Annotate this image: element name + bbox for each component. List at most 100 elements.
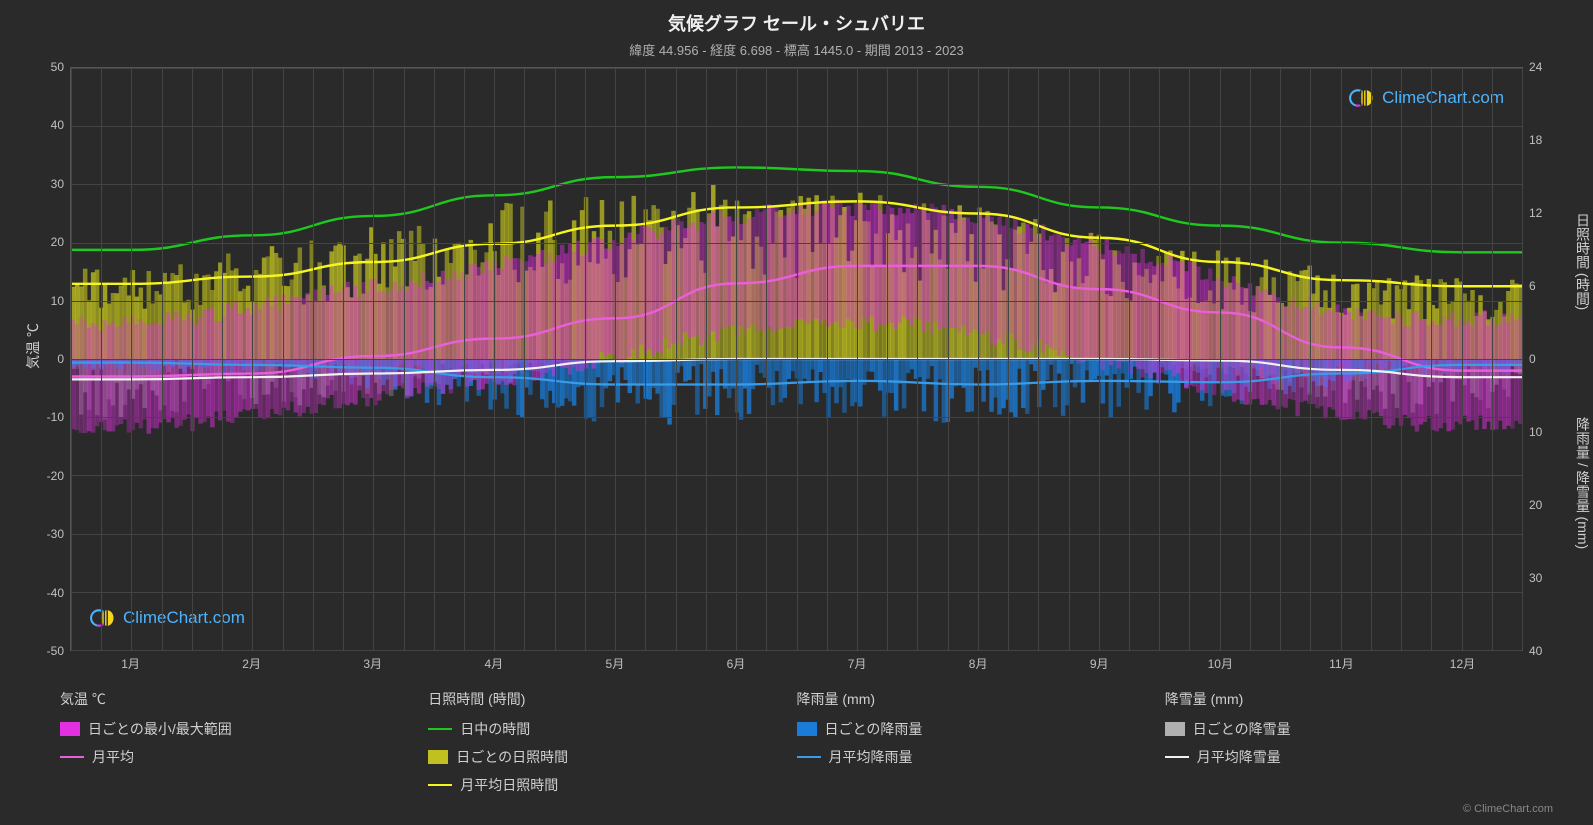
chart-subtitle: 緯度 44.956 - 経度 6.698 - 標高 1445.0 - 期間 20…	[20, 40, 1573, 59]
grid-line-v	[1008, 68, 1009, 650]
x-tick: 12月	[1450, 655, 1475, 672]
y-left-tick: 20	[51, 235, 64, 249]
grid-line-v	[917, 68, 918, 650]
x-tick: 11月	[1329, 655, 1353, 672]
legend-item: 日ごとの降雪量	[1165, 719, 1533, 739]
logo-icon	[1348, 84, 1376, 112]
x-axis: 1月2月3月4月5月6月7月8月9月10月11月12月	[70, 651, 1523, 675]
y-right-bottom-tick: 10	[1529, 425, 1542, 439]
legend-item: 月平均日照時間	[428, 775, 796, 795]
grid-line-v	[434, 68, 435, 650]
legend-item-label: 日中の時間	[460, 719, 530, 739]
y-right-top-tick: 6	[1529, 279, 1536, 293]
chart-region: 気温 ℃ -50-40-30-20-1001020304050 ClimeCha…	[20, 67, 1573, 651]
grid-line-v	[615, 68, 616, 650]
legend: 気温 ℃日ごとの最小/最大範囲月平均日照時間 (時間)日中の時間日ごとの日照時間…	[20, 689, 1573, 803]
x-tick: 4月	[484, 655, 503, 672]
grid-line-v	[131, 68, 132, 650]
y-axis-left: 気温 ℃ -50-40-30-20-1001020304050	[20, 67, 70, 651]
y-left-tick: -50	[47, 644, 64, 658]
grid-line-v	[283, 68, 284, 650]
legend-item-label: 日ごとの最小/最大範囲	[88, 719, 232, 739]
y-right-bottom-tick: 30	[1529, 571, 1542, 585]
grid-line-v	[736, 68, 737, 650]
y-left-tick: 50	[51, 60, 64, 74]
legend-group-title: 降雨量 (mm)	[797, 689, 1165, 709]
grid-line-v	[252, 68, 253, 650]
legend-item: 月平均降雪量	[1165, 747, 1533, 767]
legend-swatch-icon	[428, 750, 448, 764]
grid-line-v	[343, 68, 344, 650]
grid-line-v	[162, 68, 163, 650]
legend-item: 日ごとの最小/最大範囲	[60, 719, 428, 739]
x-tick: 3月	[363, 655, 382, 672]
legend-item: 日ごとの日照時間	[428, 747, 796, 767]
legend-group: 降雨量 (mm) 日ごとの降雨量月平均降雨量	[797, 689, 1165, 803]
x-tick: 9月	[1090, 655, 1109, 672]
x-tick: 10月	[1208, 655, 1233, 672]
grid-line-v	[585, 68, 586, 650]
x-tick: 1月	[121, 655, 140, 672]
grid-line-v	[1462, 68, 1463, 650]
chart-title: 気候グラフ セール・シュバリエ	[20, 10, 1573, 36]
grid-line-v	[887, 68, 888, 650]
grid-line-v	[1492, 68, 1493, 650]
grid-line-v	[676, 68, 677, 650]
grid-line-v	[192, 68, 193, 650]
grid-line-v	[464, 68, 465, 650]
legend-group: 降雪量 (mm) 日ごとの降雪量月平均降雪量	[1165, 689, 1533, 803]
x-tick: 6月	[727, 655, 746, 672]
grid-line-v	[797, 68, 798, 650]
legend-group-title: 降雪量 (mm)	[1165, 689, 1533, 709]
y-right-top-tick: 18	[1529, 133, 1542, 147]
legend-item: 日中の時間	[428, 719, 796, 739]
legend-item-label: 日ごとの降雪量	[1193, 719, 1291, 739]
y-left-tick: 10	[51, 294, 64, 308]
grid-line-v	[1038, 68, 1039, 650]
y-right-bottom-tick: 40	[1529, 644, 1542, 658]
x-tick: 5月	[606, 655, 625, 672]
grid-line-v	[706, 68, 707, 650]
y-right-top-tick: 24	[1529, 60, 1542, 74]
legend-line-icon	[428, 784, 452, 786]
legend-item-label: 月平均	[92, 747, 134, 767]
legend-item: 月平均降雨量	[797, 747, 1165, 767]
grid-line-v	[1069, 68, 1070, 650]
grid-line-v	[1220, 68, 1221, 650]
legend-line-icon	[797, 756, 821, 758]
grid-line-v	[1341, 68, 1342, 650]
y-left-tick: 30	[51, 177, 64, 191]
y-left-tick: -30	[47, 527, 64, 541]
footer: © ClimeChart.com	[20, 803, 1573, 815]
grid-line-v	[373, 68, 374, 650]
legend-item: 月平均	[60, 747, 428, 767]
grid-line-v	[313, 68, 314, 650]
y-left-tick: -10	[47, 410, 64, 424]
legend-item: 日ごとの降雨量	[797, 719, 1165, 739]
legend-line-icon	[1165, 756, 1189, 758]
x-tick: 7月	[848, 655, 867, 672]
grid-line-v	[857, 68, 858, 650]
grid-line-v	[948, 68, 949, 650]
legend-item-label: 月平均降雪量	[1197, 747, 1281, 767]
x-tick: 2月	[242, 655, 261, 672]
y-left-tick: -40	[47, 586, 64, 600]
legend-item-label: 日ごとの日照時間	[456, 747, 568, 767]
grid-line-v	[827, 68, 828, 650]
legend-item-label: 月平均降雨量	[829, 747, 913, 767]
header: 気候グラフ セール・シュバリエ 緯度 44.956 - 経度 6.698 - 標…	[20, 10, 1573, 59]
grid-line-v	[71, 68, 72, 650]
grid-line-v	[494, 68, 495, 650]
grid-line-v	[1099, 68, 1100, 650]
y-axis-right-bottom-label: 降雨量 / 降雪量 (mm)	[1573, 417, 1593, 549]
plot-area: ClimeChart.com ClimeChart.com	[70, 67, 1523, 651]
grid-line-v	[1129, 68, 1130, 650]
legend-item-label: 月平均日照時間	[460, 775, 558, 795]
grid-line-v	[555, 68, 556, 650]
y-axis-right: 日照時間 (時間) 降雨量 / 降雪量 (mm) 061218241020304…	[1523, 67, 1573, 651]
y-right-bottom-tick: 20	[1529, 498, 1542, 512]
grid-line-v	[978, 68, 979, 650]
legend-item-label: 日ごとの降雨量	[825, 719, 923, 739]
legend-swatch-icon	[60, 722, 80, 736]
grid-line-v	[766, 68, 767, 650]
